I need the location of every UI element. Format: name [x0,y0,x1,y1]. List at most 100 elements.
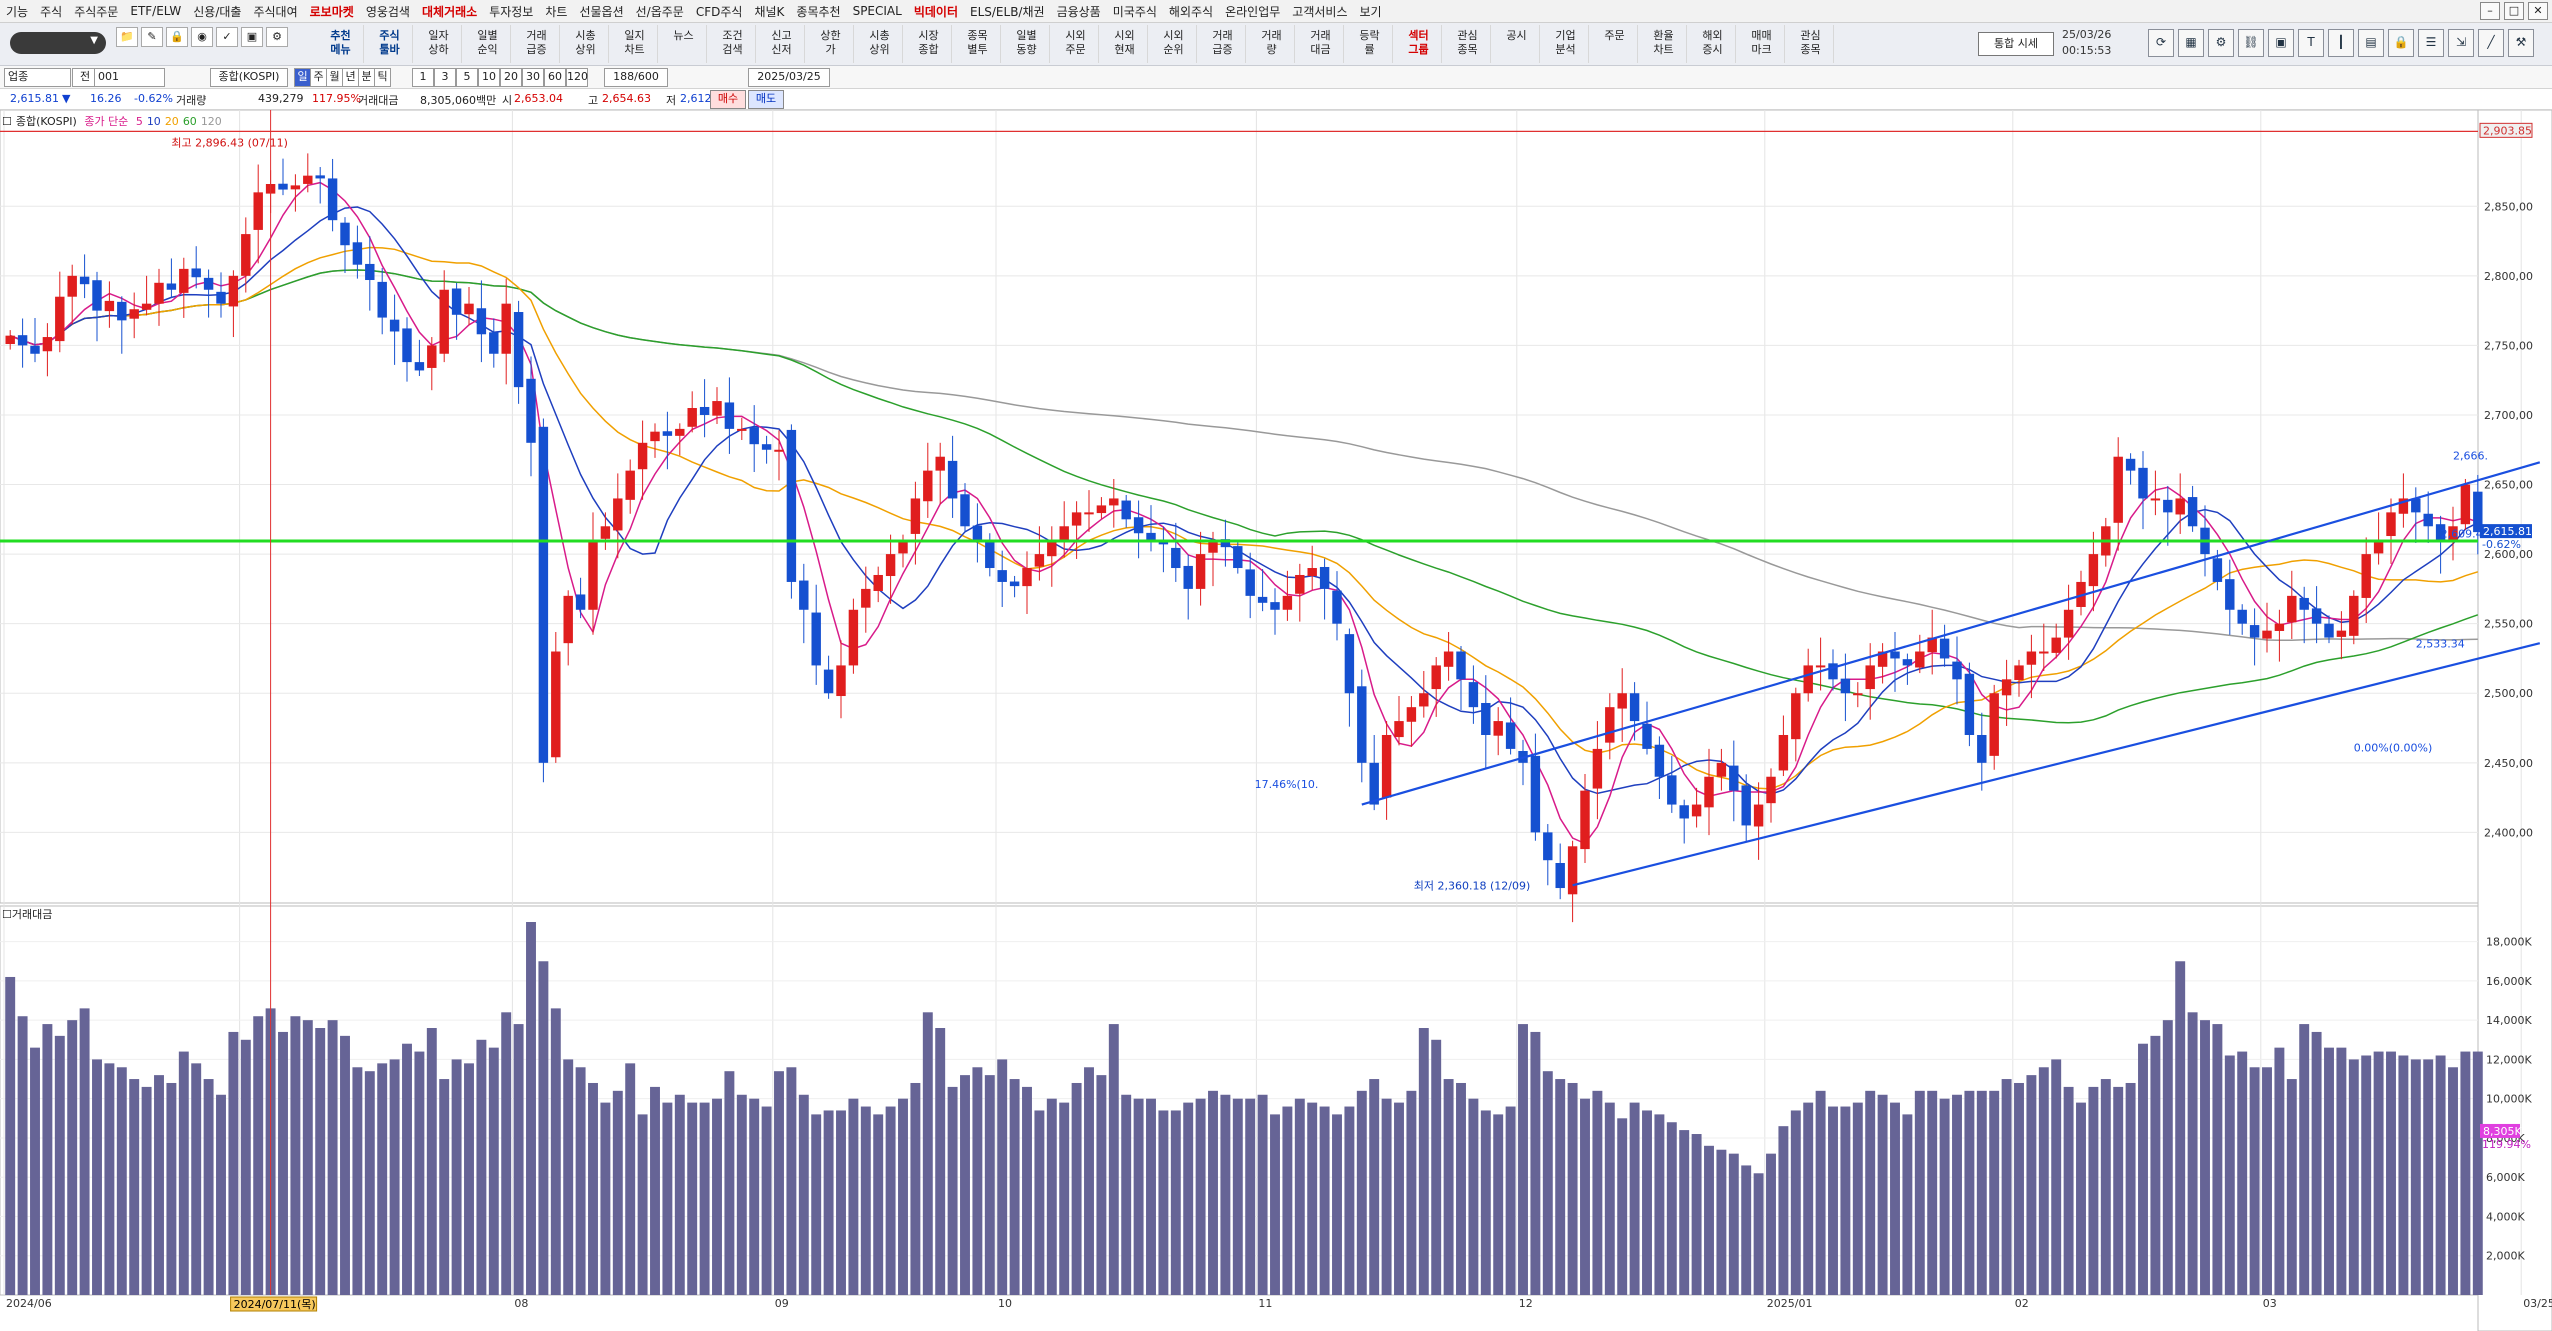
menu-search-pill[interactable]: ▼ [10,32,106,54]
toolbar-button[interactable]: 일별 동향 [1004,25,1050,63]
menu-item[interactable]: 고객서비스 [1292,4,1348,19]
list-icon[interactable]: ☰ [2418,29,2444,57]
menu-item[interactable]: 선/옵주문 [635,4,684,19]
toolbar-button[interactable]: 시외 주문 [1053,25,1099,63]
lock-icon[interactable]: 🔒 [2388,29,2414,57]
toolbar-button[interactable]: 뉴스 [661,25,707,63]
menu-item[interactable]: ELS/ELB/채권 [970,4,1045,19]
period-button[interactable]: 년 [342,68,359,87]
toolbar-button[interactable]: 시총 상위 [857,25,903,63]
line-icon[interactable]: ╱ [2478,29,2504,57]
toolbar-button[interactable]: 주식 툴바 [367,25,413,63]
chart-icon[interactable]: ▤ [2358,29,2384,57]
toolbar-button[interactable]: 거래 급증 [1200,25,1246,63]
toolbar-button[interactable]: 시외 현재 [1102,25,1148,63]
toolbar-button[interactable]: 매매 마크 [1739,25,1785,63]
pencil-icon[interactable]: ✎ [141,27,163,47]
window-icon[interactable]: ▣ [2268,29,2294,57]
menu-item[interactable]: 차트 [545,4,568,19]
menu-item[interactable]: 미국주식 [1112,4,1157,19]
link-icon[interactable]: ⛓ [2238,29,2264,57]
interval-button[interactable]: 3 [434,68,456,87]
toolbar-button[interactable]: 해외 증시 [1690,25,1736,63]
period-button[interactable]: 주 [310,68,327,87]
menu-item[interactable]: 영웅검색 [365,4,410,19]
toolbar-button[interactable]: 공시 [1494,25,1540,63]
code-input[interactable]: 001 [94,68,165,87]
toolbar-button[interactable]: 추천 메뉴 [318,25,364,63]
refresh-icon[interactable]: ⟳ [2148,29,2174,57]
toolbar-button[interactable]: 기업 분석 [1543,25,1589,63]
gear-icon[interactable]: ⚙ [266,27,288,47]
toolbar-button[interactable]: 거래 량 [1249,25,1295,63]
interval-button[interactable]: 1 [412,68,434,87]
maximize-icon[interactable]: □ [2504,2,2524,20]
toolbar-button[interactable]: 신고 신저 [759,25,805,63]
menu-item[interactable]: 해외주식 [1168,4,1214,19]
date-field[interactable]: 2025/03/25 [748,68,830,87]
legend-checkbox-icon[interactable]: ☐ [2,908,12,921]
menu-item[interactable]: 금융상품 [1056,4,1101,19]
menu-item[interactable]: 신용/대출 [193,4,242,19]
interval-button[interactable]: 120 [566,68,588,87]
toolbar-button[interactable]: 관심 종목 [1788,25,1834,63]
interval-button[interactable]: 20 [500,68,522,87]
export-icon[interactable]: ⇲ [2448,29,2474,57]
toolbar-button[interactable]: 주문 [1592,25,1638,63]
interval-button[interactable]: 30 [522,68,544,87]
menu-item[interactable]: CFD주식 [695,4,743,19]
integrated-quote-button[interactable]: 통합 시세 [1978,32,2054,56]
menu-item[interactable]: 선물옵션 [579,4,624,19]
settings-icon[interactable]: ⚒ [2508,29,2534,57]
toolbar-button[interactable]: 섹터 그룹 [1396,25,1442,63]
toolbar-button[interactable]: 상한 가 [808,25,854,63]
grid-icon[interactable]: ▦ [2178,29,2204,57]
gear-icon[interactable]: ⚙ [2208,29,2234,57]
interval-button[interactable]: 60 [544,68,566,87]
menu-item[interactable]: 보기 [1359,4,1382,19]
market-select[interactable]: 업종 [4,68,71,87]
menu-item[interactable]: 빅데이터 [913,4,958,19]
menu-item[interactable]: 기능 [6,4,29,19]
toolbar-button[interactable]: 종목 별투 [955,25,1001,63]
folder-icon[interactable]: 📁 [116,27,138,47]
toolbar-button[interactable]: 일별 순익 [465,25,511,63]
menu-item[interactable]: 주식대여 [253,4,298,19]
toolbar-button[interactable]: 시장 종합 [906,25,952,63]
toolbar-button[interactable]: 일자 상하 [416,25,462,63]
toolbar-button[interactable]: 거래 대금 [1298,25,1344,63]
buy-button[interactable]: 매수 [710,90,746,109]
sell-button[interactable]: 매도 [748,90,784,109]
menu-item[interactable]: ETF/ELW [130,4,182,18]
toolbar-button[interactable]: 시외 순위 [1151,25,1197,63]
toolbar-button[interactable]: 시총 상위 [563,25,609,63]
menu-item[interactable]: 투자정보 [489,4,534,19]
lock-icon[interactable]: 🔒 [166,27,188,47]
period-button[interactable]: 틱 [374,68,391,87]
price-chart[interactable]: 2024/060708091011122025/01020303/252,400… [0,110,2552,1331]
menu-item[interactable]: 온라인업무 [1225,4,1281,19]
menu-item[interactable]: 주식 [40,4,63,19]
interval-button[interactable]: 10 [478,68,500,87]
toolbar-button[interactable]: 환율 차트 [1641,25,1687,63]
close-icon[interactable]: ✕ [2528,2,2548,20]
toolbar-button[interactable]: 관심 종목 [1445,25,1491,63]
check-icon[interactable]: ✓ [216,27,238,47]
camera-icon[interactable]: ◉ [191,27,213,47]
period-button[interactable]: 일 [294,68,311,87]
menu-item[interactable]: 종목추천 [796,4,841,19]
menu-item[interactable]: 채널K [754,4,785,19]
text-icon[interactable]: T [2298,29,2324,57]
menu-item[interactable]: 대체거래소 [421,4,478,19]
menu-item[interactable]: SPECIAL [852,4,902,18]
interval-button[interactable]: 5 [456,68,478,87]
toolbar-button[interactable]: 거래 급증 [514,25,560,63]
legend-checkbox-icon[interactable]: ☐ [2,115,12,128]
period-button[interactable]: 분 [358,68,375,87]
toolbar-button[interactable]: 일지 차트 [612,25,658,63]
window-icon[interactable]: ▣ [241,27,263,47]
toolbar-button[interactable]: 조건 검색 [710,25,756,63]
period-button[interactable]: 월 [326,68,343,87]
menu-item[interactable]: 주식주문 [74,4,119,19]
toolbar-button[interactable]: 등락 률 [1347,25,1393,63]
